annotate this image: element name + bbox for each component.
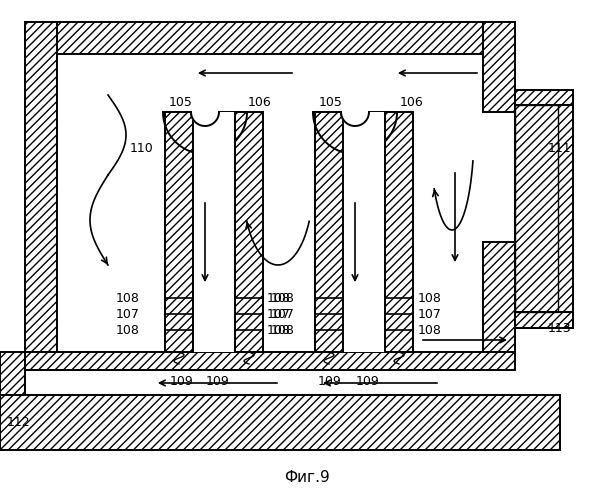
Text: 109: 109 — [318, 375, 342, 388]
Text: 111: 111 — [548, 142, 572, 154]
Text: 108: 108 — [418, 324, 442, 336]
Bar — [165, 112, 193, 352]
Text: 108: 108 — [267, 292, 291, 304]
Bar — [515, 90, 573, 312]
Text: 105: 105 — [169, 96, 193, 110]
Bar — [515, 312, 573, 328]
Bar — [0, 352, 25, 395]
Text: 108: 108 — [271, 324, 295, 336]
Text: Фиг.9: Фиг.9 — [284, 470, 330, 486]
Text: 108: 108 — [116, 292, 140, 304]
Text: 110: 110 — [130, 142, 154, 154]
Text: 109: 109 — [170, 375, 194, 388]
Bar — [315, 112, 343, 352]
Text: 107: 107 — [267, 308, 291, 320]
Text: 107: 107 — [116, 308, 140, 320]
Circle shape — [341, 98, 369, 126]
Bar — [515, 105, 558, 312]
Bar — [25, 22, 57, 352]
Text: 108: 108 — [116, 324, 140, 336]
Text: 107: 107 — [271, 308, 295, 320]
Text: 105: 105 — [319, 96, 343, 110]
Bar — [193, 112, 235, 352]
Text: 108: 108 — [267, 324, 291, 336]
Bar — [483, 22, 515, 112]
Text: 113: 113 — [548, 322, 572, 334]
Polygon shape — [313, 112, 397, 154]
Bar — [515, 90, 573, 105]
Bar — [25, 370, 515, 395]
Text: 112: 112 — [6, 416, 30, 428]
Text: 108: 108 — [418, 292, 442, 304]
Bar — [343, 112, 385, 352]
Text: 109: 109 — [206, 375, 230, 388]
Text: 106: 106 — [400, 96, 424, 110]
Text: 108: 108 — [271, 292, 295, 304]
Bar — [0, 395, 560, 450]
Text: 107: 107 — [418, 308, 442, 320]
Bar — [25, 22, 515, 54]
Bar — [385, 112, 413, 352]
Text: 106: 106 — [248, 96, 272, 110]
Bar — [515, 105, 558, 312]
Text: 109: 109 — [356, 375, 380, 388]
Polygon shape — [163, 112, 247, 154]
Bar — [25, 352, 515, 370]
Bar — [235, 112, 263, 352]
Bar — [483, 242, 515, 354]
Circle shape — [191, 98, 219, 126]
